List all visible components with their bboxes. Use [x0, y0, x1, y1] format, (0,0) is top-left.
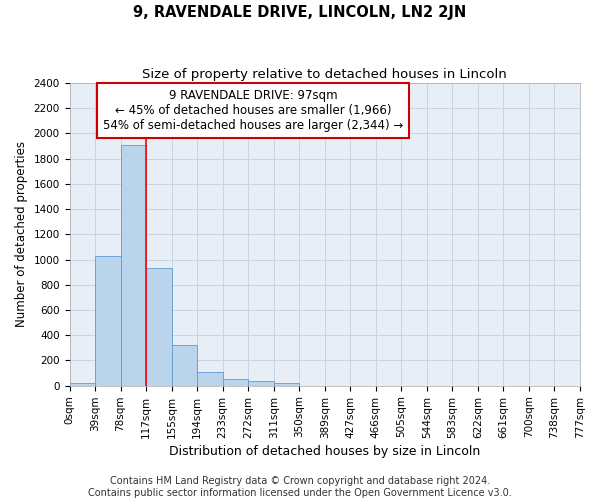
Bar [121, 145, 146, 386]
Y-axis label: Number of detached properties: Number of detached properties [15, 142, 28, 328]
Bar [146, 268, 172, 386]
Text: 9 RAVENDALE DRIVE: 97sqm
← 45% of detached houses are smaller (1,966)
54% of sem: 9 RAVENDALE DRIVE: 97sqm ← 45% of detach… [103, 89, 403, 132]
Bar [223, 379, 248, 386]
Bar [95, 256, 121, 386]
Text: Contains HM Land Registry data © Crown copyright and database right 2024.
Contai: Contains HM Land Registry data © Crown c… [88, 476, 512, 498]
X-axis label: Distribution of detached houses by size in Lincoln: Distribution of detached houses by size … [169, 444, 481, 458]
Bar [70, 383, 95, 386]
Bar [274, 383, 299, 386]
Bar [197, 372, 223, 386]
Title: Size of property relative to detached houses in Lincoln: Size of property relative to detached ho… [142, 68, 507, 80]
Text: 9, RAVENDALE DRIVE, LINCOLN, LN2 2JN: 9, RAVENDALE DRIVE, LINCOLN, LN2 2JN [133, 5, 467, 20]
Bar [248, 382, 274, 386]
Bar [172, 344, 197, 386]
